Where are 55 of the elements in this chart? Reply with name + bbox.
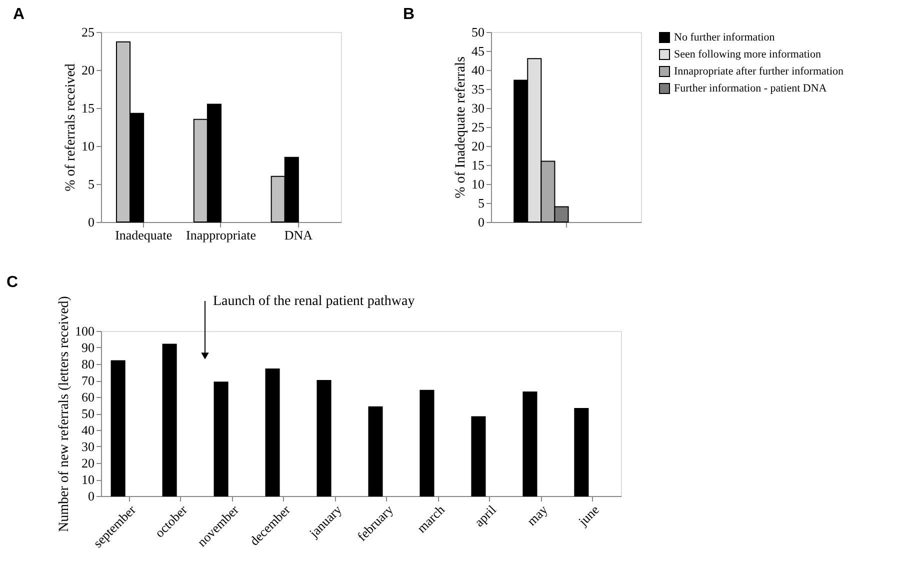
y-axis-title: Number of new referrals (letters received) bbox=[57, 296, 72, 532]
legend-label: Further information - patient DNA bbox=[674, 82, 827, 94]
y-tick-label: 25 bbox=[472, 120, 484, 134]
y-tick-label: 15 bbox=[472, 158, 484, 172]
y-tick-label: 70 bbox=[82, 373, 94, 388]
x-tick-label: Inappropriate bbox=[186, 228, 256, 242]
y-tick-label: 5 bbox=[478, 196, 484, 210]
bar bbox=[162, 344, 177, 496]
chart-title: A bbox=[13, 6, 25, 23]
y-tick-label: 0 bbox=[88, 488, 94, 504]
bar bbox=[574, 408, 589, 496]
bar bbox=[265, 368, 280, 496]
chart-title: C bbox=[6, 274, 18, 291]
y-tick-label: 10 bbox=[82, 472, 94, 487]
y-tick-label: 80 bbox=[82, 356, 94, 372]
y-tick-label: 40 bbox=[472, 62, 484, 78]
bar bbox=[214, 382, 228, 496]
y-tick-label: 100 bbox=[75, 324, 94, 338]
x-tick-label: may bbox=[524, 502, 551, 529]
y-tick-label: 40 bbox=[82, 422, 94, 438]
y-tick-label: 45 bbox=[472, 44, 484, 58]
x-tick-label: Inadequate bbox=[115, 228, 172, 242]
legend-label: No further information bbox=[674, 32, 776, 44]
y-tick-label: 5 bbox=[88, 176, 94, 192]
y-tick-label: 20 bbox=[82, 456, 94, 470]
y-tick-label: 30 bbox=[82, 439, 94, 454]
y-axis-title: % of referrals received bbox=[64, 64, 78, 192]
legend-label: Innapropriate after further information bbox=[674, 66, 844, 78]
text: Launch of the renal patient pathway bbox=[213, 294, 415, 309]
legend-label: Seen following more information bbox=[674, 48, 822, 60]
x-tick-label: june bbox=[574, 502, 602, 530]
y-tick-label: 50 bbox=[472, 24, 484, 40]
y-tick-label: 0 bbox=[88, 214, 94, 230]
y-tick-label: 15 bbox=[82, 100, 94, 116]
y-tick-label: 35 bbox=[472, 82, 484, 96]
y-axis-title: % of Inadequate referrals bbox=[454, 56, 468, 198]
y-tick-label: 0 bbox=[478, 214, 484, 230]
bar bbox=[522, 392, 538, 496]
y-tick-label: 60 bbox=[82, 390, 94, 404]
y-tick-label: 20 bbox=[82, 62, 94, 78]
y-tick-label: 20 bbox=[472, 138, 484, 154]
y-tick-label: 90 bbox=[82, 340, 94, 355]
bar bbox=[420, 390, 434, 496]
y-tick-label: 10 bbox=[472, 176, 484, 192]
bar bbox=[110, 360, 126, 496]
bar bbox=[471, 416, 486, 496]
y-tick-label: 25 bbox=[82, 24, 94, 40]
y-tick-label: 10 bbox=[82, 138, 94, 154]
chart-title: B bbox=[403, 6, 415, 23]
bar bbox=[368, 406, 383, 496]
bar bbox=[316, 380, 332, 496]
y-tick-label: 30 bbox=[472, 100, 484, 116]
y-tick-label: 50 bbox=[82, 406, 94, 421]
x-tick-label: DNA bbox=[284, 228, 314, 242]
x-tick-label: april bbox=[471, 502, 500, 530]
